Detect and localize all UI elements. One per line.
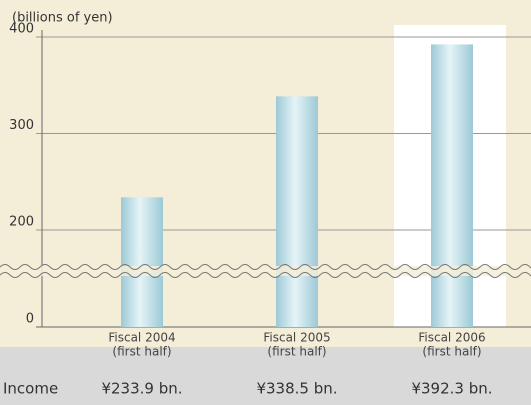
y-tick-label: 400 [9,22,34,37]
bar [431,44,473,327]
x-tick-label: (first half) [422,345,481,359]
axis-break [0,272,531,278]
x-tick-label: Fiscal 2005 [263,331,330,345]
y-axis-label: (billions of yen) [12,11,113,26]
axis-break [0,264,531,270]
bar [121,197,163,327]
x-tick-label: Fiscal 2004 [108,331,175,345]
value-label: ¥392.3 bn. [411,380,492,398]
y-tick-label: 300 [9,118,34,133]
row-label: Income [3,380,58,398]
y-tick-label: 200 [9,215,34,230]
bar [276,96,318,327]
x-tick-label: Fiscal 2006 [418,331,485,345]
x-tick-label: (first half) [112,345,171,359]
value-label: ¥233.9 bn. [101,380,182,398]
y-tick-label: 0 [26,312,34,327]
break-gap [0,266,531,276]
value-label: ¥338.5 bn. [256,380,337,398]
x-tick-label: (first half) [267,345,326,359]
table-row [0,347,531,405]
